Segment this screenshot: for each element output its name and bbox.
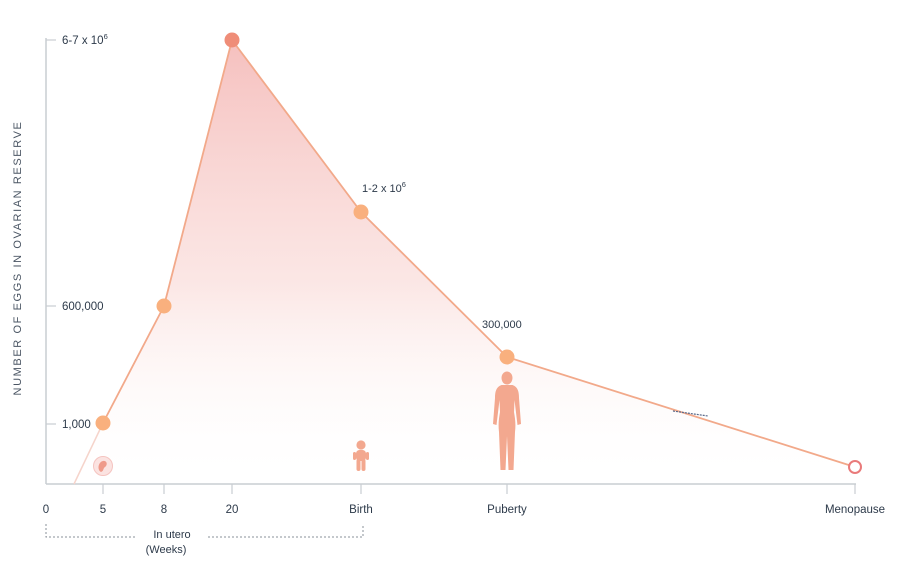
x-tick-label-20: 20 — [226, 504, 239, 516]
data-label-puberty: 300,000 — [482, 319, 522, 331]
y-tick-label-1000: 1,000 — [62, 419, 91, 431]
point-week-8 — [156, 298, 172, 314]
in-utero-bracket-left — [45, 524, 136, 538]
y-axis-title: NUMBER OF EGGS IN OVARIAN RESERVE — [12, 121, 24, 396]
point-week-20 — [224, 32, 240, 48]
baby-icon — [353, 440, 369, 471]
data-label-birth: 1-2 x 106 — [362, 180, 406, 195]
in-utero-bracket-right — [208, 524, 364, 538]
in-utero-label: In utero — [153, 529, 190, 541]
reserve-line-lead-in — [73, 422, 104, 485]
y-tick-label-peak: 6-7 x 106 — [62, 32, 108, 47]
x-tick-label-0: 0 — [43, 504, 49, 516]
y-tick-label-600000: 600,000 — [62, 301, 104, 313]
woman-icon — [493, 371, 521, 470]
point-menopause — [848, 460, 862, 474]
in-utero-weeks-label: (Weeks) — [146, 544, 187, 556]
x-tick-label-5: 5 — [100, 504, 106, 516]
x-tick-label-menopause: Menopause — [825, 504, 885, 516]
reserve-line — [102, 39, 856, 468]
x-tick-label-puberty: Puberty — [487, 504, 527, 516]
x-tick-label-birth: Birth — [349, 504, 373, 516]
embryo-icon — [93, 456, 113, 476]
point-birth — [353, 204, 369, 220]
reserve-area-fill — [74, 40, 855, 484]
point-puberty — [499, 349, 515, 365]
x-tick-label-8: 8 — [161, 504, 167, 516]
data-points — [95, 32, 862, 474]
point-week-5 — [95, 415, 111, 431]
